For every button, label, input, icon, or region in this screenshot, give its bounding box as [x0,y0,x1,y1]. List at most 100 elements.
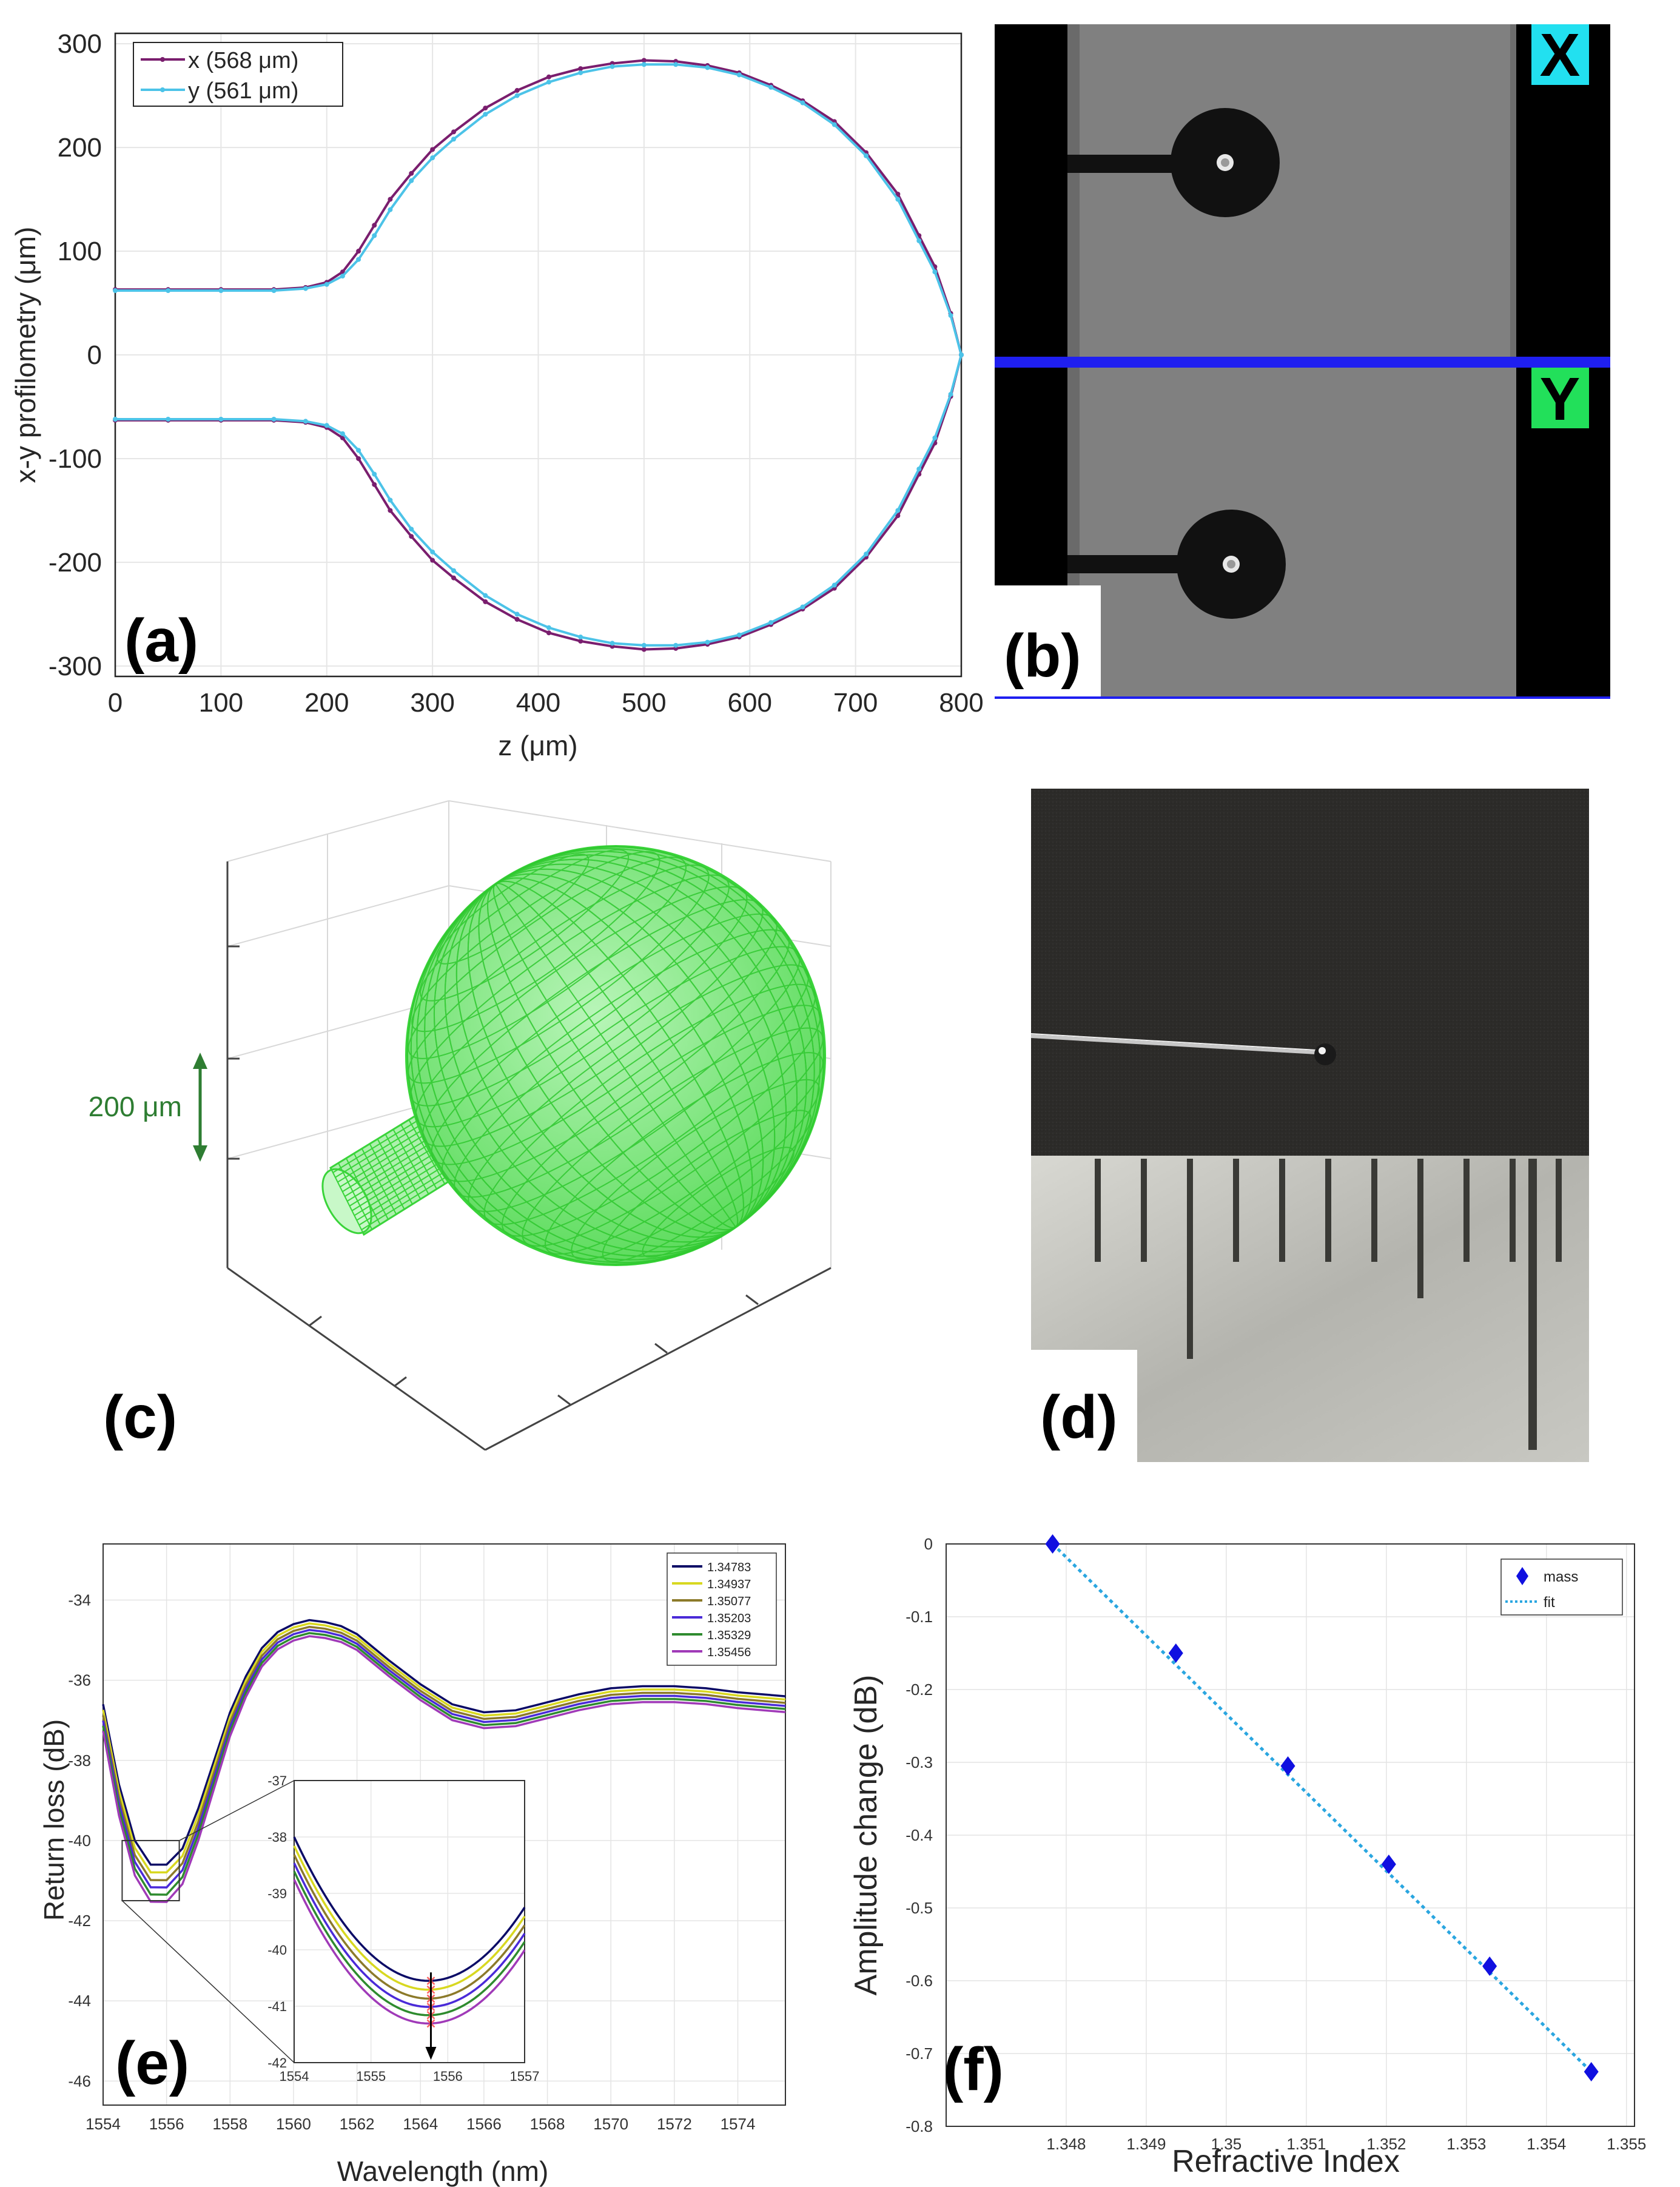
legend-entry-x: x (568 μm) [188,48,298,73]
data-point [324,281,329,287]
x-tick-label: 1.352 [1366,2135,1406,2153]
data-point [372,482,377,487]
parallel [571,1079,820,1261]
data-point [388,197,393,202]
data-point [483,593,488,598]
legend-entry: 1.34937 [707,1578,751,1591]
parallel [454,946,801,1198]
parallel [545,1052,824,1255]
stem-wire [377,1139,413,1205]
badge-y-bg [1531,368,1589,428]
data-point [483,106,488,111]
y-tick-label: -0.7 [906,2044,933,2063]
inset-series-line-1.35203 [293,1862,526,2008]
inset-frame [294,1780,525,2063]
panel-a-legend-box [133,42,343,107]
panel-a-series [113,58,964,652]
parallel [437,853,590,965]
parallel [468,964,809,1212]
data-point [641,642,647,648]
data-point [546,79,551,85]
stem-wire [345,1158,381,1225]
y-tick-label: -0.5 [906,1899,933,1917]
x-tick-label: 1574 [721,2115,756,2133]
data-point [409,534,414,539]
panel-a-ylabel: x-y profilometry (μm) [10,227,41,484]
y-tick-label: -0.6 [906,1972,933,1990]
data-point [864,551,869,557]
data-point [736,632,742,638]
parallel [410,874,730,1107]
parallel [415,886,748,1128]
panel-a-xlabel: z (μm) [498,730,577,761]
parallel [431,913,778,1165]
y-tick-label: -36 [68,1671,91,1690]
x-tick-label: 200 [304,688,349,718]
x-tick-label: 800 [939,688,983,718]
y-tick-label: -34 [68,1591,91,1609]
panel-c-axes [226,861,832,1451]
data-point [372,471,377,477]
panel-b-image: X Y (b) [995,21,1610,699]
data-point [388,497,393,503]
data-point [705,65,710,70]
inset-y-tick-label: -41 [267,1999,287,2014]
data-point [451,568,456,573]
data-point [372,233,377,238]
panel-d-photo: (d) [1030,789,1589,1462]
inset-x-tick-label: 1557 [510,2069,540,2084]
ruler-tick [1187,1159,1193,1359]
data-point [578,635,583,640]
x-tick-label: 1556 [149,2115,184,2133]
parallel [502,1005,821,1237]
panel-e-axes-frame [102,1543,786,2106]
ruler-tick [1463,1159,1470,1262]
panel-e-series [102,1619,786,2063]
x-tick-label: 1560 [276,2115,311,2133]
y-tick-label: -46 [68,2072,91,2090]
inset-x-tick-label: 1554 [280,2069,309,2084]
inset-series-line-1.34937 [293,1845,526,1991]
panel-e-inset: 1554 1555 1556 1557 -42 -41 -40 -39 -38 -37 [267,1773,539,2084]
y-tick-label: -300 [49,652,102,681]
scale-bar: 200 μm [89,1053,207,1162]
x-tick-label: 1572 [657,2115,692,2133]
data-point [546,74,551,79]
data-point [113,417,118,422]
inset-x-tick-label: 1555 [356,2069,386,2084]
panel-label-c: (c) [103,1383,177,1451]
x-tick-label: 1566 [466,2115,502,2133]
data-point [483,599,488,604]
mass-point [1584,2062,1599,2081]
data-point [113,288,118,293]
parallel [483,983,816,1225]
x-tick-label: 1.353 [1446,2135,1486,2153]
panel-label-e: (e) [115,2029,189,2097]
y-tick-label: 0 [924,1535,933,1553]
data-point [514,93,520,98]
data-point [948,313,953,318]
x-tick-label: 600 [728,688,772,718]
inset-y-tick-label: -39 [267,1886,287,1901]
inset-series-line-1.35329 [293,1870,526,2017]
parallel [422,899,764,1147]
inset-series-line-1.35077 [293,1854,526,2000]
panel-a-grid [115,33,962,676]
data-point [895,513,901,518]
panel-b-divider [995,357,1610,368]
panel-f-grid [946,1543,1635,2127]
parallel [642,1147,795,1258]
panel-f-ylabel: Amplitude change (dB) [848,1675,884,1996]
parallel [420,849,630,1002]
x-tick-label: 1562 [340,2115,375,2133]
ruler-tick [1141,1159,1147,1262]
inset-arrow-head [425,2046,437,2060]
parallel [522,1027,824,1247]
panel-a-chart: 0 100 200 300 400 500 600 700 800 -300 -200 -100 0 10… [10,29,984,761]
mass-point [1381,1855,1396,1874]
data-point [303,419,308,424]
data-point [800,604,805,610]
data-point [673,62,679,67]
data-point [641,647,647,652]
ruler-tick [1556,1159,1562,1262]
